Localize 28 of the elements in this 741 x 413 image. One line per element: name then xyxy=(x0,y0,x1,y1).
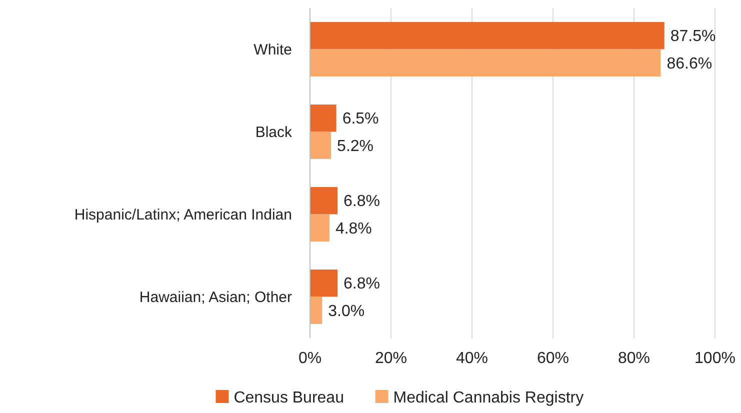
text: 87.5% xyxy=(670,28,716,46)
text: 6.8% xyxy=(344,276,380,293)
text: 6.8% xyxy=(344,193,380,210)
bar xyxy=(310,270,338,297)
bar xyxy=(310,104,336,132)
text: 86.6% xyxy=(666,55,712,72)
legend-label: Census Bureau xyxy=(234,390,344,407)
x-tick-label: 0% xyxy=(298,350,322,367)
y-tick-label: Black xyxy=(255,124,292,141)
bar xyxy=(310,132,332,159)
text: 3.0% xyxy=(328,302,365,320)
bar xyxy=(310,187,338,214)
x-tick-label: 80% xyxy=(618,350,650,367)
x-tick-label: 40% xyxy=(456,350,488,367)
text: 6.5% xyxy=(342,110,379,128)
text: 4.8% xyxy=(335,220,372,238)
y-tick-label: Hawaiian; Asian; Other xyxy=(139,289,292,306)
legend-label: Medical Cannabis Registry xyxy=(393,390,584,407)
x-tick-label: 60% xyxy=(536,350,570,367)
bar xyxy=(310,214,330,242)
x-tick-label: 100% xyxy=(694,350,736,367)
y-tick-label: White xyxy=(254,42,292,58)
y-tick-label: Hispanic/Latinx; American Indian xyxy=(74,206,292,224)
bar xyxy=(310,49,661,76)
bar xyxy=(310,296,322,324)
x-tick-label: 20% xyxy=(374,350,408,367)
bar xyxy=(310,22,664,50)
text: 5.2% xyxy=(337,138,374,155)
